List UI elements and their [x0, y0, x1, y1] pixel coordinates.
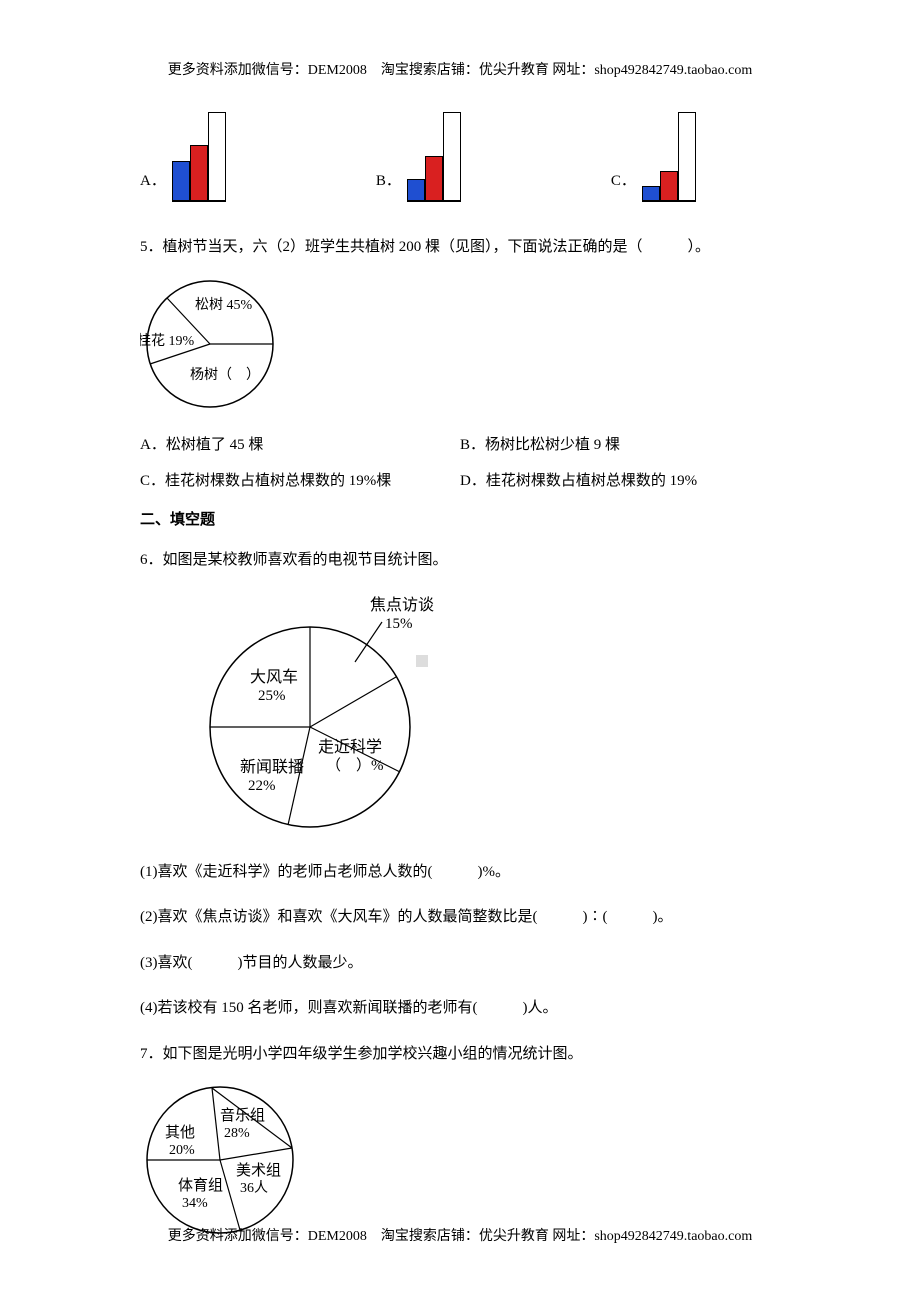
q5-text: 5．植树节当天，六（2）班学生共植树 200 棵（见图），下面说法正确的是（ ）…: [140, 232, 780, 264]
svg-text:36人: 36人: [240, 1180, 268, 1196]
option-a-label: A．: [140, 170, 166, 203]
q5-ans-c: C．桂花树棵数占植树总棵数的 19%棵: [140, 470, 460, 493]
svg-text:松树 45%: 松树 45%: [195, 297, 252, 313]
svg-text:焦点访谈: 焦点访谈: [370, 596, 434, 614]
q5-pie: 松树 45% 桂花 19% 杨树（ ）: [140, 279, 780, 414]
q5-ans-d: D．桂花树棵数占植树总棵数的 19%: [460, 470, 780, 493]
page-header: 更多资料添加微信号：DEM2008 淘宝搜索店铺：优尖升教育 网址：shop49…: [140, 60, 780, 81]
svg-text:新闻联播: 新闻联播: [240, 758, 304, 776]
svg-text:20%: 20%: [169, 1143, 195, 1158]
svg-text:桂花 19%: 桂花 19%: [140, 333, 194, 349]
q6-sub2: (2)喜欢《焦点访谈》和喜欢《大风车》的人数最简整数比是( )∶( )。: [140, 902, 780, 934]
q6-pie-svg: 焦点访谈 15% 大风车 25% 新闻联播 22% 走近科学（ ）%: [180, 592, 460, 837]
svg-text:15%: 15%: [385, 616, 413, 632]
q6-pie: 焦点访谈 15% 大风车 25% 新闻联播 22% 走近科学（ ）%: [180, 592, 780, 837]
svg-text:杨树（ ）: 杨树（ ）: [190, 367, 260, 383]
page-footer: 更多资料添加微信号：DEM2008 淘宝搜索店铺：优尖升教育 网址：shop49…: [0, 1226, 920, 1247]
q5-ans-b: B．杨树比松树少植 9 棵: [460, 434, 780, 457]
q4-options-row: A． B． C．: [140, 111, 780, 202]
option-b-chart: [407, 111, 461, 202]
svg-text:28%: 28%: [224, 1126, 250, 1141]
q7-pie: 其他 20% 音乐组 28% 美术组36人 体育组 34%: [140, 1085, 780, 1240]
option-a-chart: [172, 111, 226, 202]
svg-text:体育组: 体育组: [178, 1177, 223, 1194]
svg-text:25%: 25%: [258, 688, 286, 704]
svg-text:音乐组: 音乐组: [220, 1107, 265, 1124]
q5-ans-a: A．松树植了 45 棵: [140, 434, 460, 457]
svg-text:（ ）%: （ ）%: [326, 757, 384, 774]
option-b-label: B．: [376, 170, 401, 203]
svg-text:其他: 其他: [165, 1124, 195, 1141]
option-b: B．: [376, 111, 461, 202]
option-c-label: C．: [611, 170, 636, 203]
q5-pie-svg: 松树 45% 桂花 19% 杨树（ ）: [140, 279, 290, 414]
worksheet-page: 更多资料添加微信号：DEM2008 淘宝搜索店铺：优尖升教育 网址：shop49…: [0, 0, 920, 1302]
option-a: A．: [140, 111, 226, 202]
q7-text: 7．如下图是光明小学四年级学生参加学校兴趣小组的情况统计图。: [140, 1039, 780, 1071]
option-c-chart: [642, 111, 696, 202]
svg-text:大风车: 大风车: [250, 668, 298, 686]
option-c: C．: [611, 111, 696, 202]
svg-text:走近科学: 走近科学: [318, 738, 382, 756]
q6-sub3: (3)喜欢( )节目的人数最少。: [140, 948, 780, 980]
q6-sub4: (4)若该校有 150 名老师，则喜欢新闻联播的老师有( )人。: [140, 993, 780, 1025]
section-2-title: 二、填空题: [140, 509, 780, 532]
svg-text:美术组: 美术组: [236, 1162, 281, 1179]
q7-pie-svg: 其他 20% 音乐组 28% 美术组36人 体育组 34%: [140, 1085, 305, 1240]
svg-text:22%: 22%: [248, 778, 276, 794]
q6-text: 6．如图是某校教师喜欢看的电视节目统计图。: [140, 545, 780, 577]
watermark-dot: [416, 655, 428, 667]
q6-sub1: (1)喜欢《走近科学》的老师占老师总人数的( )%。: [140, 857, 780, 889]
q5-answers: A．松树植了 45 棵 B．杨树比松树少植 9 棵 C．桂花树棵数占植树总棵数的…: [140, 434, 780, 493]
svg-text:34%: 34%: [182, 1196, 208, 1211]
